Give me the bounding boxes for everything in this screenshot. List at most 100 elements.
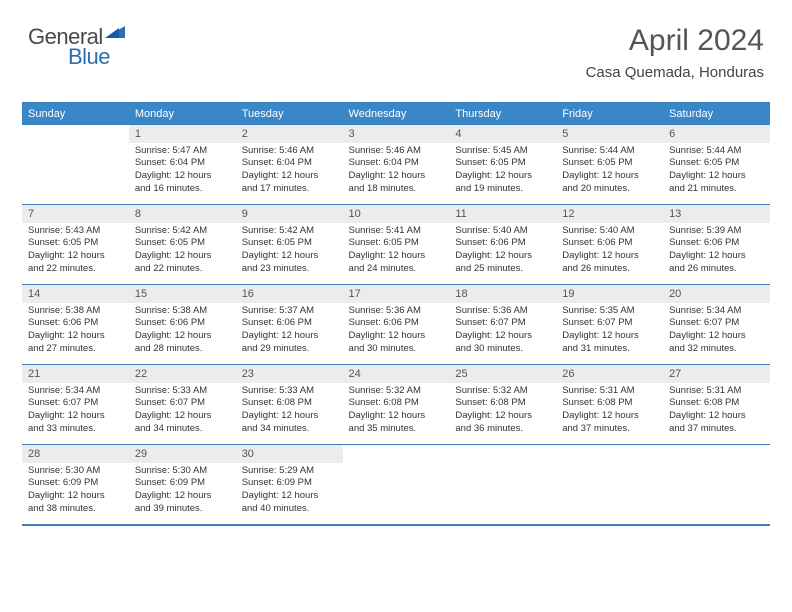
sunset-text: Sunset: 6:07 PM [28, 397, 123, 410]
day-detail: Sunrise: 5:41 AMSunset: 6:05 PMDaylight:… [343, 223, 450, 285]
daynum-row: 14151617181920 [22, 285, 770, 303]
calendar-table: Sunday Monday Tuesday Wednesday Thursday… [22, 102, 770, 526]
day-number: 20 [663, 285, 770, 303]
day-number: 21 [22, 365, 129, 383]
daylight-text-1: Daylight: 12 hours [135, 250, 230, 263]
daynum-row: 282930 [22, 445, 770, 463]
day-detail: Sunrise: 5:33 AMSunset: 6:07 PMDaylight:… [129, 383, 236, 445]
day-number: 29 [129, 445, 236, 463]
sunset-text: Sunset: 6:04 PM [242, 157, 337, 170]
sunset-text: Sunset: 6:06 PM [28, 317, 123, 330]
day-number: 12 [556, 205, 663, 223]
sunrise-text: Sunrise: 5:41 AM [349, 225, 444, 238]
daylight-text-2: and 38 minutes. [28, 503, 123, 516]
sunrise-text: Sunrise: 5:45 AM [455, 145, 550, 158]
header: General Blue April 2024 Casa Quemada, Ho… [22, 18, 770, 88]
day-number: 18 [449, 285, 556, 303]
sunset-text: Sunset: 6:05 PM [242, 237, 337, 250]
day-detail: Sunrise: 5:31 AMSunset: 6:08 PMDaylight:… [663, 383, 770, 445]
day-detail: Sunrise: 5:40 AMSunset: 6:06 PMDaylight:… [556, 223, 663, 285]
day-number: 30 [236, 445, 343, 463]
day-detail: Sunrise: 5:46 AMSunset: 6:04 PMDaylight:… [236, 143, 343, 205]
day-detail: Sunrise: 5:36 AMSunset: 6:06 PMDaylight:… [343, 303, 450, 365]
detail-row: Sunrise: 5:30 AMSunset: 6:09 PMDaylight:… [22, 463, 770, 525]
daylight-text-2: and 26 minutes. [562, 263, 657, 276]
sunset-text: Sunset: 6:05 PM [135, 237, 230, 250]
day-detail [449, 463, 556, 525]
sunset-text: Sunset: 6:07 PM [135, 397, 230, 410]
daylight-text-1: Daylight: 12 hours [562, 330, 657, 343]
day-number: 17 [343, 285, 450, 303]
daylight-text-1: Daylight: 12 hours [349, 250, 444, 263]
sunrise-text: Sunrise: 5:29 AM [242, 465, 337, 478]
daylight-text-2: and 33 minutes. [28, 423, 123, 436]
weekday-header: Friday [556, 103, 663, 125]
daylight-text-2: and 39 minutes. [135, 503, 230, 516]
sunset-text: Sunset: 6:09 PM [28, 477, 123, 490]
weekday-header: Saturday [663, 103, 770, 125]
daylight-text-2: and 40 minutes. [242, 503, 337, 516]
daylight-text-2: and 16 minutes. [135, 183, 230, 196]
day-number: 10 [343, 205, 450, 223]
sunset-text: Sunset: 6:08 PM [562, 397, 657, 410]
daylight-text-1: Daylight: 12 hours [669, 250, 764, 263]
sunrise-text: Sunrise: 5:33 AM [242, 385, 337, 398]
daylight-text-1: Daylight: 12 hours [669, 330, 764, 343]
day-detail: Sunrise: 5:31 AMSunset: 6:08 PMDaylight:… [556, 383, 663, 445]
sunset-text: Sunset: 6:05 PM [349, 237, 444, 250]
sunrise-text: Sunrise: 5:33 AM [135, 385, 230, 398]
day-detail: Sunrise: 5:44 AMSunset: 6:05 PMDaylight:… [663, 143, 770, 205]
sunrise-text: Sunrise: 5:42 AM [135, 225, 230, 238]
daylight-text-2: and 22 minutes. [28, 263, 123, 276]
daylight-text-2: and 37 minutes. [669, 423, 764, 436]
daylight-text-2: and 30 minutes. [455, 343, 550, 356]
daylight-text-1: Daylight: 12 hours [455, 330, 550, 343]
day-number: 7 [22, 205, 129, 223]
sunrise-text: Sunrise: 5:38 AM [135, 305, 230, 318]
weekday-header: Sunday [22, 103, 129, 125]
sunrise-text: Sunrise: 5:30 AM [28, 465, 123, 478]
sunset-text: Sunset: 6:08 PM [669, 397, 764, 410]
sunrise-text: Sunrise: 5:35 AM [562, 305, 657, 318]
daylight-text-2: and 21 minutes. [669, 183, 764, 196]
day-number: 25 [449, 365, 556, 383]
day-detail: Sunrise: 5:32 AMSunset: 6:08 PMDaylight:… [449, 383, 556, 445]
day-number: 13 [663, 205, 770, 223]
daylight-text-1: Daylight: 12 hours [562, 250, 657, 263]
sunrise-text: Sunrise: 5:46 AM [349, 145, 444, 158]
daylight-text-1: Daylight: 12 hours [28, 490, 123, 503]
daylight-text-1: Daylight: 12 hours [242, 330, 337, 343]
daylight-text-2: and 29 minutes. [242, 343, 337, 356]
day-detail: Sunrise: 5:43 AMSunset: 6:05 PMDaylight:… [22, 223, 129, 285]
sunrise-text: Sunrise: 5:31 AM [562, 385, 657, 398]
daylight-text-2: and 36 minutes. [455, 423, 550, 436]
daylight-text-1: Daylight: 12 hours [28, 330, 123, 343]
sunrise-text: Sunrise: 5:44 AM [669, 145, 764, 158]
day-number: 27 [663, 365, 770, 383]
page-title: April 2024 [629, 24, 764, 58]
day-number: 14 [22, 285, 129, 303]
daylight-text-2: and 19 minutes. [455, 183, 550, 196]
day-detail: Sunrise: 5:46 AMSunset: 6:04 PMDaylight:… [343, 143, 450, 205]
sunrise-text: Sunrise: 5:40 AM [562, 225, 657, 238]
sunset-text: Sunset: 6:05 PM [455, 157, 550, 170]
daylight-text-2: and 18 minutes. [349, 183, 444, 196]
daylight-text-2: and 28 minutes. [135, 343, 230, 356]
sunrise-text: Sunrise: 5:38 AM [28, 305, 123, 318]
sunrise-text: Sunrise: 5:32 AM [349, 385, 444, 398]
daylight-text-1: Daylight: 12 hours [455, 250, 550, 263]
logo-triangle-icon [105, 22, 125, 43]
sunrise-text: Sunrise: 5:37 AM [242, 305, 337, 318]
day-detail: Sunrise: 5:30 AMSunset: 6:09 PMDaylight:… [129, 463, 236, 525]
sunrise-text: Sunrise: 5:44 AM [562, 145, 657, 158]
day-detail: Sunrise: 5:40 AMSunset: 6:06 PMDaylight:… [449, 223, 556, 285]
detail-row: Sunrise: 5:47 AMSunset: 6:04 PMDaylight:… [22, 143, 770, 205]
daylight-text-1: Daylight: 12 hours [28, 410, 123, 423]
detail-row: Sunrise: 5:34 AMSunset: 6:07 PMDaylight:… [22, 383, 770, 445]
daylight-text-1: Daylight: 12 hours [455, 410, 550, 423]
weekday-header-row: Sunday Monday Tuesday Wednesday Thursday… [22, 103, 770, 125]
detail-row: Sunrise: 5:38 AMSunset: 6:06 PMDaylight:… [22, 303, 770, 365]
day-detail: Sunrise: 5:44 AMSunset: 6:05 PMDaylight:… [556, 143, 663, 205]
sunset-text: Sunset: 6:08 PM [455, 397, 550, 410]
daylight-text-1: Daylight: 12 hours [135, 330, 230, 343]
